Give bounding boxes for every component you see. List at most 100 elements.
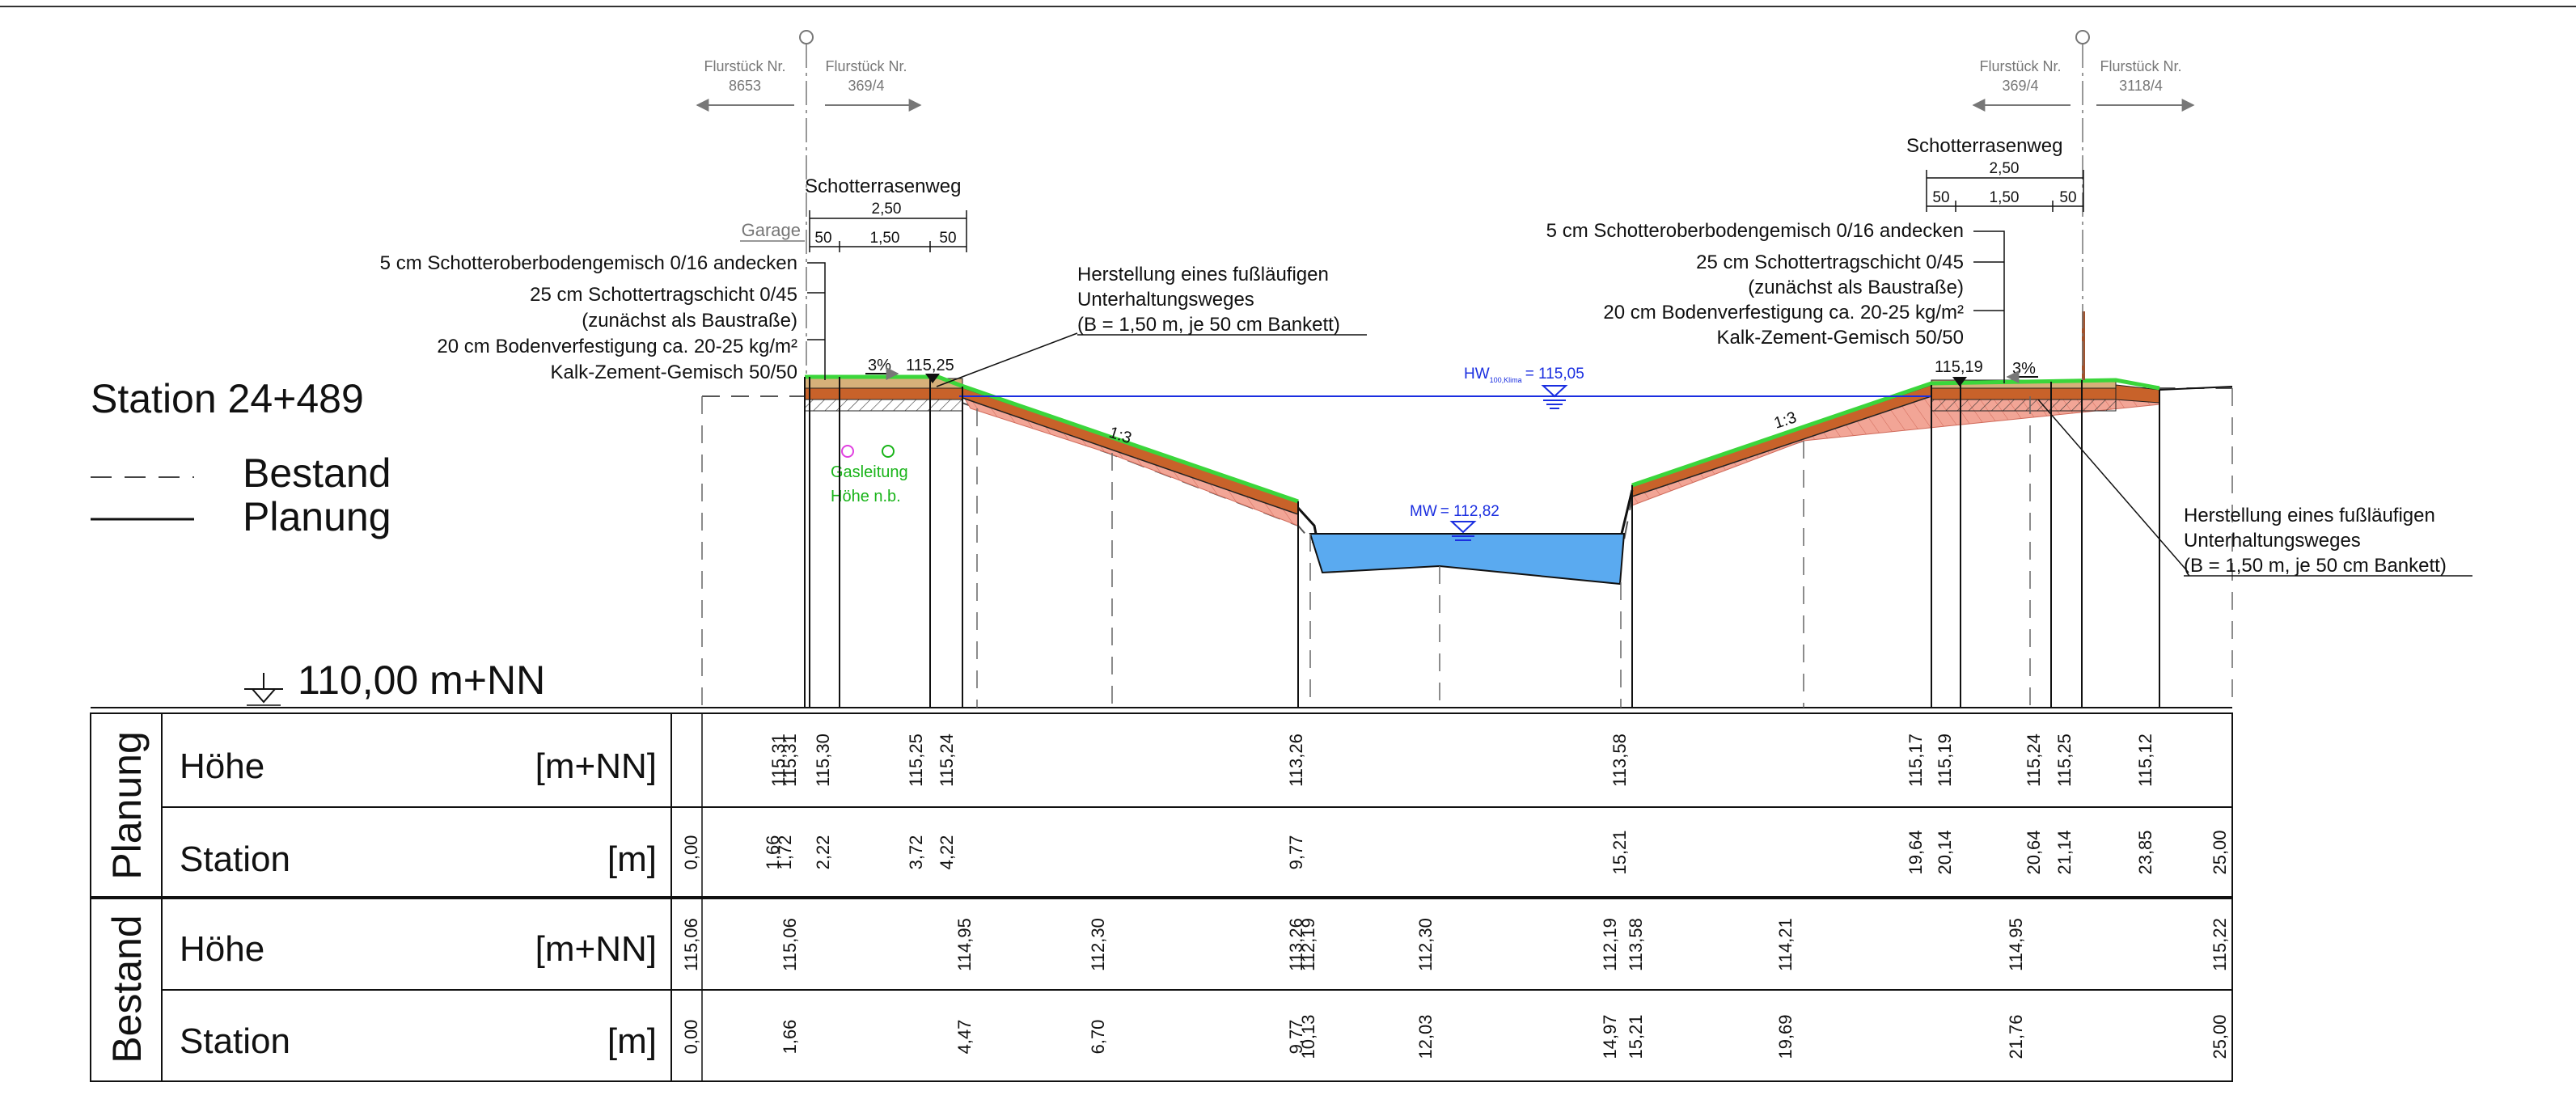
row-planned-height-unit: [m+NN]	[535, 746, 657, 786]
existing-height-value: 113,58	[1626, 918, 1646, 971]
planned-station-value: 21,14	[2054, 830, 2075, 874]
path-title-right: Schotterrasenweg	[1906, 135, 2062, 157]
maint-right-2: Unterhaltungsweges	[2184, 530, 2361, 552]
elev-right-top: 115,19	[1935, 358, 1983, 376]
maint-right-3: (B = 1,50 m, je 50 cm Bankett)	[2184, 555, 2447, 577]
planned-height-value: 115,12	[2135, 734, 2155, 787]
row-existing-station-unit: [m]	[607, 1021, 657, 1061]
planned-station-value: 23,85	[2135, 830, 2155, 874]
mw-label: MW = 112,82	[1410, 503, 1499, 520]
existing-height-value: 112,30	[1415, 918, 1436, 971]
planned-station-value: 1,66	[763, 835, 783, 870]
parcel-right-a-no: 369/4	[2002, 78, 2038, 94]
existing-height-value: 114,95	[2006, 918, 2026, 971]
right-path-hatch	[1931, 399, 2117, 412]
hw-label: HW100,Klima = 115,05	[1464, 366, 1584, 384]
gas-height-label: Höhe n.b.	[831, 488, 901, 505]
row-planned-height-label: Höhe	[180, 746, 264, 786]
row-planned-station-unit: [m]	[607, 839, 657, 879]
existing-station-value: 21,76	[2006, 1014, 2026, 1059]
garage-label: Garage	[742, 220, 801, 240]
row-existing-height-unit: [m+NN]	[535, 929, 657, 969]
layer-right-2: 25 cm Schottertragschicht 0/45	[1696, 252, 1964, 273]
hw-symbol	[1541, 385, 1568, 409]
layer-right-5: Kalk-Zement-Gemisch 50/50	[1717, 327, 1964, 349]
dim-bankett-right-1: 50	[1932, 189, 1949, 206]
planned-station-value: 4,22	[937, 835, 957, 870]
right-slope-layer	[1631, 383, 1932, 498]
left-grass	[805, 374, 1299, 504]
parcel-left-b-no: 369/4	[848, 78, 884, 94]
slope-left-label: 3%	[868, 357, 891, 374]
left-path-top	[804, 378, 963, 389]
existing-height-value: 115,06	[780, 918, 800, 971]
right-path-base	[1931, 387, 2117, 400]
existing-station-lines	[701, 388, 2233, 708]
left-path-base	[804, 387, 963, 400]
parcel-boundary-right	[1972, 30, 2195, 380]
elev-left-triangle	[925, 374, 940, 383]
legend-existing-label: Bestand	[243, 450, 391, 496]
planned-station-value: 1,72	[775, 835, 795, 870]
dim-total-left: 2,50	[872, 201, 902, 218]
dim-bankett-left-2: 50	[939, 230, 956, 247]
planned-station-value: 9,77	[1286, 835, 1306, 870]
layer-left-4: 20 cm Bodenverfestigung ca. 20-25 kg/m²	[437, 336, 797, 357]
existing-height-value: 114,95	[954, 918, 975, 971]
dim-total-right: 2,50	[1990, 160, 2020, 177]
existing-station-value: 9,77	[1286, 1020, 1306, 1055]
existing-height-value: 114,21	[1775, 918, 1796, 971]
maint-leader-right	[2037, 399, 2189, 573]
planned-station-value: 19,64	[1906, 830, 1926, 874]
existing-station-value: 10,13	[1298, 1014, 1318, 1059]
layer-left-5: Kalk-Zement-Gemisch 50/50	[551, 362, 797, 383]
right-end-ground	[2159, 386, 2233, 391]
planned-station-value: 0,00	[681, 835, 701, 870]
gas-green-marker	[882, 445, 895, 458]
dim-lines-right	[1926, 170, 2084, 212]
planned-height-value: 113,26	[1286, 734, 1306, 787]
table-group-planned: Planung	[104, 731, 150, 880]
existing-station-value: 1,66	[780, 1020, 800, 1055]
layer-left-2: 25 cm Schottertragschicht 0/45	[530, 284, 797, 306]
station-title: Station 24+489	[91, 376, 364, 421]
planned-height-value: 115,25	[2054, 734, 2075, 787]
planned-height-value: 115,19	[1935, 734, 1955, 787]
water-body	[1309, 533, 1626, 586]
parcel-left-a-no: 8653	[729, 78, 761, 94]
maint-leader-left	[936, 332, 1078, 387]
existing-station-value: 12,03	[1415, 1014, 1436, 1059]
existing-station-value: 14,97	[1600, 1014, 1620, 1059]
table-group-existing: Bestand	[104, 915, 150, 1063]
existing-station-value: 15,21	[1626, 1014, 1646, 1059]
layer-leaders-left	[807, 262, 826, 380]
layer-right-4: 20 cm Bodenverfestigung ca. 20-25 kg/m²	[1603, 302, 1964, 323]
existing-station-value: 6,70	[1088, 1020, 1108, 1055]
planned-station-value: 20,64	[2024, 830, 2044, 874]
planned-height-value: 115,31	[780, 734, 800, 787]
mw-symbol	[1449, 521, 1477, 541]
elev-left-top: 115,25	[906, 357, 954, 374]
planned-height-value: 115,24	[937, 734, 957, 787]
layer-right-1: 5 cm Schotteroberbodengemisch 0/16 andec…	[1546, 220, 1964, 242]
path-title-left: Schotterrasenweg	[805, 175, 961, 197]
row-existing-station-label: Station	[180, 1021, 290, 1061]
legend-planned-label: Planung	[243, 494, 391, 539]
maint-left-3: (B = 1,50 m, je 50 cm Bankett)	[1077, 314, 1340, 336]
parcel-right-b-label: Flurstück Nr.	[2100, 58, 2181, 74]
dim-bankett-right-2: 50	[2059, 189, 2076, 206]
maint-left-2: Unterhaltungsweges	[1077, 289, 1254, 311]
dim-path-left: 1,50	[870, 230, 900, 247]
parcel-right-b-no: 3118/4	[2119, 78, 2163, 94]
parcel-left-a-label: Flurstück Nr.	[704, 58, 785, 74]
station-lines	[804, 377, 2160, 708]
layer-leaders-right	[1973, 230, 2005, 383]
parcel-left-b-label: Flurstück Nr.	[825, 58, 907, 74]
datum-symbol	[244, 673, 283, 706]
existing-height-value: 112,19	[1298, 918, 1318, 971]
gas-label: Gasleitung	[831, 463, 908, 481]
existing-station-value: 4,47	[954, 1020, 975, 1055]
data-table	[90, 712, 2233, 1082]
